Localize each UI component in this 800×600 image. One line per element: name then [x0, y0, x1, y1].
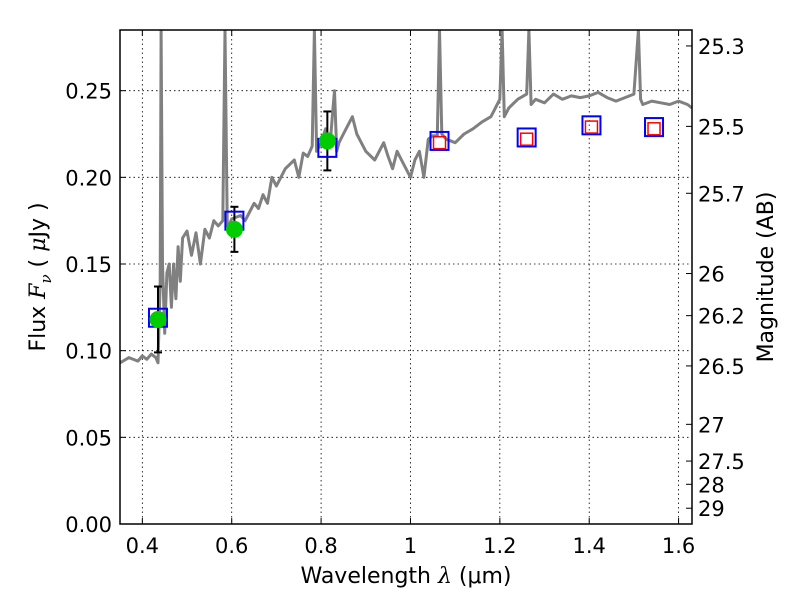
y2-axis-label: Magnitude (AB)	[754, 192, 779, 363]
x-tick-label: 1.6	[662, 534, 695, 558]
y-tick-label: 0.10	[65, 340, 112, 364]
model_photometry_blue-square	[644, 117, 665, 138]
y2-tick-label: 27	[698, 413, 725, 437]
x-tick-label: 1.4	[573, 534, 606, 558]
model_photometry_blue-square	[429, 130, 450, 151]
data-markers	[147, 115, 665, 328]
x-tick-label: 1	[404, 534, 417, 558]
observed_photometry-point	[149, 310, 167, 328]
y2-tick-label: 28	[698, 473, 725, 497]
y2-tick-label: 27.5	[698, 450, 745, 474]
y-tick-label: 0.05	[65, 426, 112, 450]
y2-tick-label: 29	[698, 497, 725, 521]
y-tick-labels: 0.00 0.05 0.10 0.15 0.20 0.25	[65, 80, 112, 537]
x-tick-label: 1.2	[483, 534, 516, 558]
y2-tick-label: 25.5	[698, 115, 745, 139]
observed_photometry-point	[318, 132, 336, 150]
y2-tick-label: 26.2	[698, 305, 745, 329]
plot-background	[120, 30, 692, 524]
y2-tick-label: 26.5	[698, 355, 745, 379]
plot-area	[120, 30, 692, 365]
plot-frame	[119, 29, 693, 525]
model_photometry_red-square	[432, 135, 447, 150]
y-axis-label: Flux Fν ( μJy )	[26, 202, 55, 351]
y2-tick-label: 26	[698, 263, 725, 287]
x-tick-labels: 0.4 0.6 0.8 1 1.2 1.4 1.6	[126, 534, 696, 558]
x-tick-label: 0.8	[304, 534, 337, 558]
model_photometry_red-square	[584, 120, 599, 134]
x-tick-label: 0.6	[215, 534, 248, 558]
model_photometry_red-square	[519, 132, 534, 146]
observed_photometry-point	[225, 220, 243, 238]
y-tick-label: 0.15	[65, 253, 112, 277]
model_photometry_blue-square	[581, 115, 602, 136]
y-tick-label: 0.20	[65, 166, 112, 190]
x-tick-label: 0.4	[126, 534, 159, 558]
y2-tick-label: 25.7	[698, 182, 745, 206]
x-axis-label: Wavelength λ (μm)	[300, 564, 511, 589]
model_photometry_red-square	[647, 122, 661, 136]
y-tick-label: 0.00	[65, 513, 112, 537]
y2-tick-label: 25.3	[698, 35, 745, 59]
axis-ticks	[120, 30, 692, 525]
model_photometry_blue-square	[516, 127, 537, 148]
model-spectrum-line	[120, 30, 692, 365]
y-tick-label: 0.25	[65, 80, 112, 104]
